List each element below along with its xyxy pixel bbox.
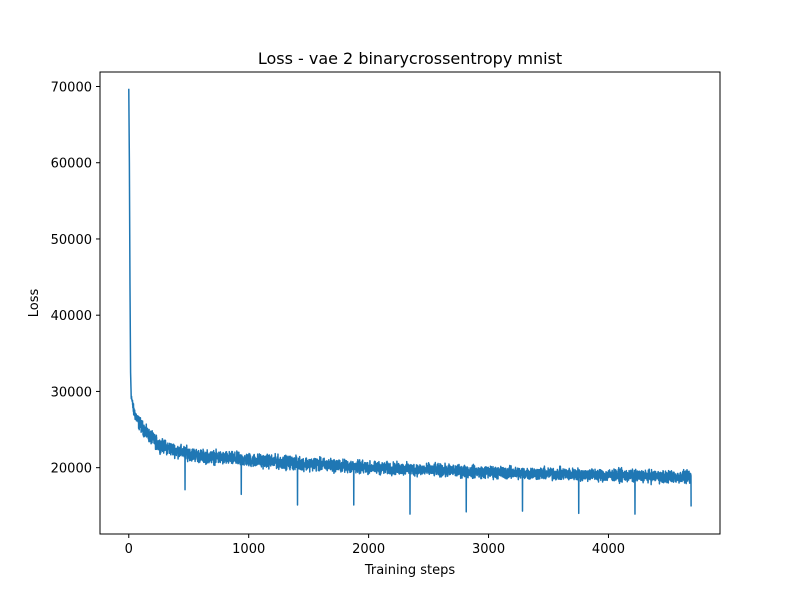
y-tick-label: 30000 — [51, 385, 92, 400]
y-tick-label: 70000 — [51, 80, 92, 95]
x-tick-label: 0 — [125, 542, 133, 557]
x-axis-label: Training steps — [364, 563, 456, 578]
x-tick-label: 1000 — [232, 542, 265, 557]
y-axis-label: Loss — [27, 289, 42, 318]
axes-frame — [99, 71, 721, 535]
y-tick-label: 40000 — [51, 309, 92, 324]
x-axis: 0 1000 2000 3000 4000 — [125, 534, 625, 557]
chart-title: Loss - vae 2 binarycrossentropy mnist — [258, 49, 562, 68]
y-axis: 20000 30000 40000 50000 60000 70000 — [51, 80, 100, 477]
series-line — [128, 88, 692, 515]
plot-area — [99, 71, 721, 535]
y-tick-label: 50000 — [51, 233, 92, 248]
y-tick-label: 60000 — [51, 157, 92, 172]
x-tick-label: 3000 — [472, 542, 505, 557]
x-tick-label: 4000 — [592, 542, 625, 557]
y-tick-label: 20000 — [51, 462, 92, 477]
x-tick-label: 2000 — [352, 542, 385, 557]
